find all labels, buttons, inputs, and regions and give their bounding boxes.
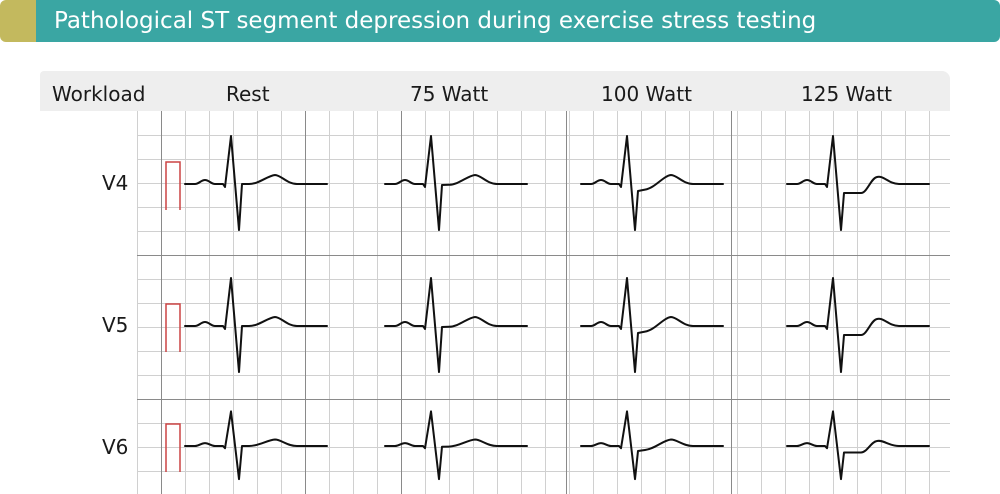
title-accent	[0, 0, 36, 42]
ecg-trace-v4-75-watt	[384, 135, 528, 231]
workload-header	[40, 71, 950, 111]
ecg-trace-v5-rest	[184, 277, 328, 373]
lead-label-v4: V4	[102, 171, 129, 195]
lead-label-v5: V5	[102, 313, 129, 337]
calibration-pulse-v6	[165, 423, 181, 472]
ecg-trace-v4-100-watt	[580, 135, 724, 231]
column-rest: Rest	[226, 82, 270, 106]
column-125-watt: 125 Watt	[801, 82, 892, 106]
ecg-trace-v5-75-watt	[384, 277, 528, 373]
ecg-trace-v5-100-watt	[580, 277, 724, 373]
ecg-traces	[184, 135, 930, 481]
title-bar: Pathological ST segment depression durin…	[0, 0, 1000, 42]
workload-label: Workload	[52, 82, 146, 106]
page-title: Pathological ST segment depression durin…	[54, 8, 817, 34]
ecg-trace-v6-100-watt	[580, 410, 724, 481]
ecg-grid-major	[137, 111, 950, 494]
calibration-pulse-v4	[165, 161, 181, 210]
column-75-watt: 75 Watt	[410, 82, 489, 106]
title-background	[36, 0, 1000, 42]
column-100-watt: 100 Watt	[601, 82, 692, 106]
calibration-pulse-v5	[165, 303, 181, 352]
lead-label-v6: V6	[102, 435, 129, 459]
ecg-trace-v5-125-watt	[786, 277, 930, 373]
ecg-trace-v6-rest	[184, 410, 328, 481]
ecg-trace-v6-125-watt	[786, 410, 930, 481]
ecg-trace-v4-125-watt	[786, 135, 930, 231]
calibration-pulses	[165, 161, 181, 472]
ecg-trace-v4-rest	[184, 135, 328, 231]
ecg-trace-v6-75-watt	[384, 410, 528, 481]
